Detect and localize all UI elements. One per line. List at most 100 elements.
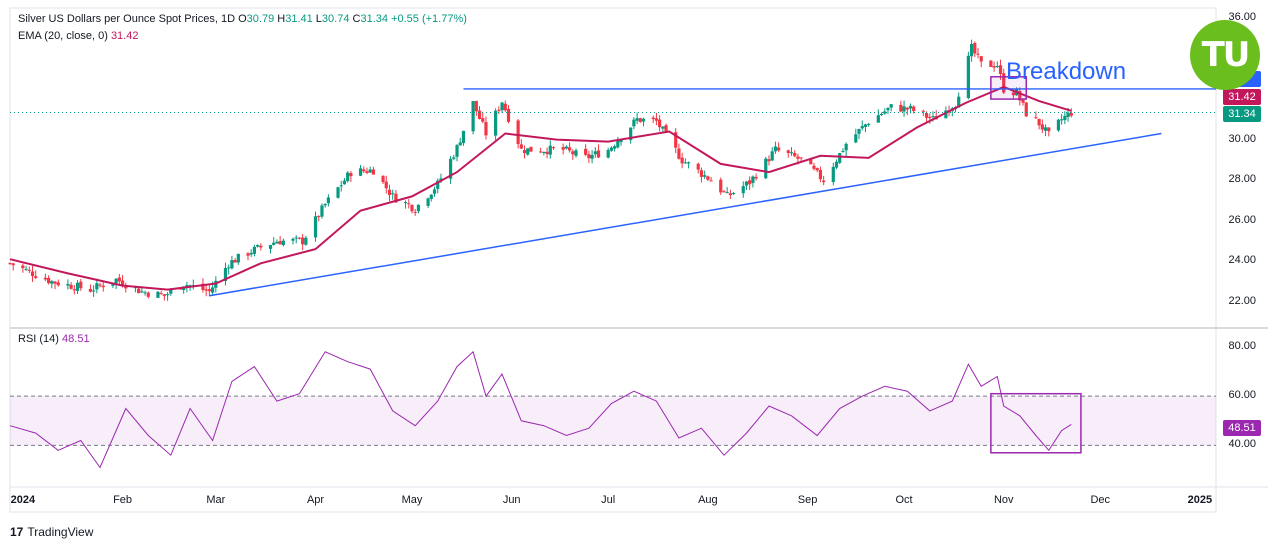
price-axis-tick: 26.00 <box>1228 213 1256 226</box>
candle <box>24 265 28 271</box>
candle <box>564 145 568 150</box>
candle <box>857 128 861 140</box>
candle-body <box>66 283 70 286</box>
candle-body <box>860 126 864 129</box>
candle-body <box>606 150 610 158</box>
candle <box>908 103 913 114</box>
candle-body <box>278 241 282 245</box>
candle <box>879 112 884 116</box>
candle <box>484 116 488 140</box>
price-axis-tick: 30.00 <box>1228 132 1256 145</box>
candle-body <box>1011 92 1015 96</box>
candle-body <box>201 283 205 291</box>
low-label: L <box>315 13 322 25</box>
candle <box>767 155 771 166</box>
candle-body <box>413 211 417 213</box>
candle <box>407 199 411 209</box>
candle-body <box>522 150 527 154</box>
candle-body <box>902 106 906 112</box>
candle-body <box>185 285 189 287</box>
candle <box>883 108 887 115</box>
candle-body <box>658 119 662 128</box>
candle <box>69 282 73 290</box>
candle-body <box>732 192 736 194</box>
breakdown-annotation: Breakdown <box>1006 58 1127 85</box>
candle-body <box>613 146 617 149</box>
candle-body <box>998 65 1003 74</box>
candle-body <box>725 192 729 194</box>
candle-body <box>323 203 327 206</box>
candle-body <box>1034 117 1038 119</box>
candle <box>236 253 240 265</box>
high-label: H <box>277 13 286 25</box>
candle <box>342 177 347 185</box>
candle-body <box>21 265 25 269</box>
candle-body <box>1018 90 1022 101</box>
candle <box>899 100 903 113</box>
candle <box>539 147 543 153</box>
candle <box>249 249 253 257</box>
time-axis-tick: Nov <box>993 494 1014 506</box>
candle-body <box>751 176 755 183</box>
candle <box>526 148 530 156</box>
candle <box>381 175 385 184</box>
candle-body <box>227 267 231 269</box>
candle-body <box>342 180 347 185</box>
candle-body <box>88 288 92 292</box>
candle-body <box>632 119 636 127</box>
candle-body <box>664 125 668 132</box>
candle-body <box>777 147 781 151</box>
candle <box>461 130 466 146</box>
candle-body <box>436 180 440 189</box>
candle <box>452 154 456 161</box>
ema-legend[interactable]: EMA (20, close, 0) 31.42 <box>18 30 138 42</box>
breakdown-box <box>990 76 1028 100</box>
candle <box>346 171 350 183</box>
candle <box>326 194 330 207</box>
candle <box>455 143 459 162</box>
candle <box>98 282 102 288</box>
candle-body <box>912 106 916 112</box>
open-value: 30.79 <box>246 13 275 25</box>
candle <box>474 100 478 117</box>
candle-body <box>719 179 723 193</box>
time-axis-tick: 2025 <box>1187 494 1213 506</box>
candle-body <box>204 289 208 291</box>
rsi-legend[interactable]: RSI (14) 48.51 <box>18 333 90 345</box>
candle-body <box>593 151 597 155</box>
candle-body <box>484 122 488 136</box>
candle <box>191 279 195 290</box>
candle <box>320 203 324 219</box>
candle-body <box>27 269 31 271</box>
candle-body <box>1056 119 1061 131</box>
candle <box>101 281 105 292</box>
candle <box>46 275 51 285</box>
candle-body <box>11 263 15 266</box>
candle <box>27 266 31 274</box>
candle-body <box>365 171 369 173</box>
candle-body <box>883 111 887 114</box>
candle <box>613 144 617 152</box>
candle-body <box>477 110 482 119</box>
tradingview-brand[interactable]: 17 TradingView <box>10 525 93 539</box>
candle-body <box>683 162 687 164</box>
candle-body <box>336 187 340 198</box>
candle <box>902 100 906 117</box>
candle-body <box>34 276 38 278</box>
candle-body <box>831 166 835 183</box>
candle <box>117 273 121 285</box>
candle <box>638 117 642 123</box>
candle <box>246 251 250 261</box>
close-value: 31.34 <box>360 13 388 25</box>
candle-body <box>275 241 279 244</box>
candle <box>429 194 433 202</box>
candle-body <box>545 151 549 155</box>
candle <box>1021 99 1025 106</box>
candle <box>863 123 868 133</box>
support-trendline <box>209 132 1162 297</box>
candle <box>574 148 578 158</box>
candle <box>43 273 47 282</box>
candle <box>812 162 816 171</box>
candle <box>590 150 594 164</box>
